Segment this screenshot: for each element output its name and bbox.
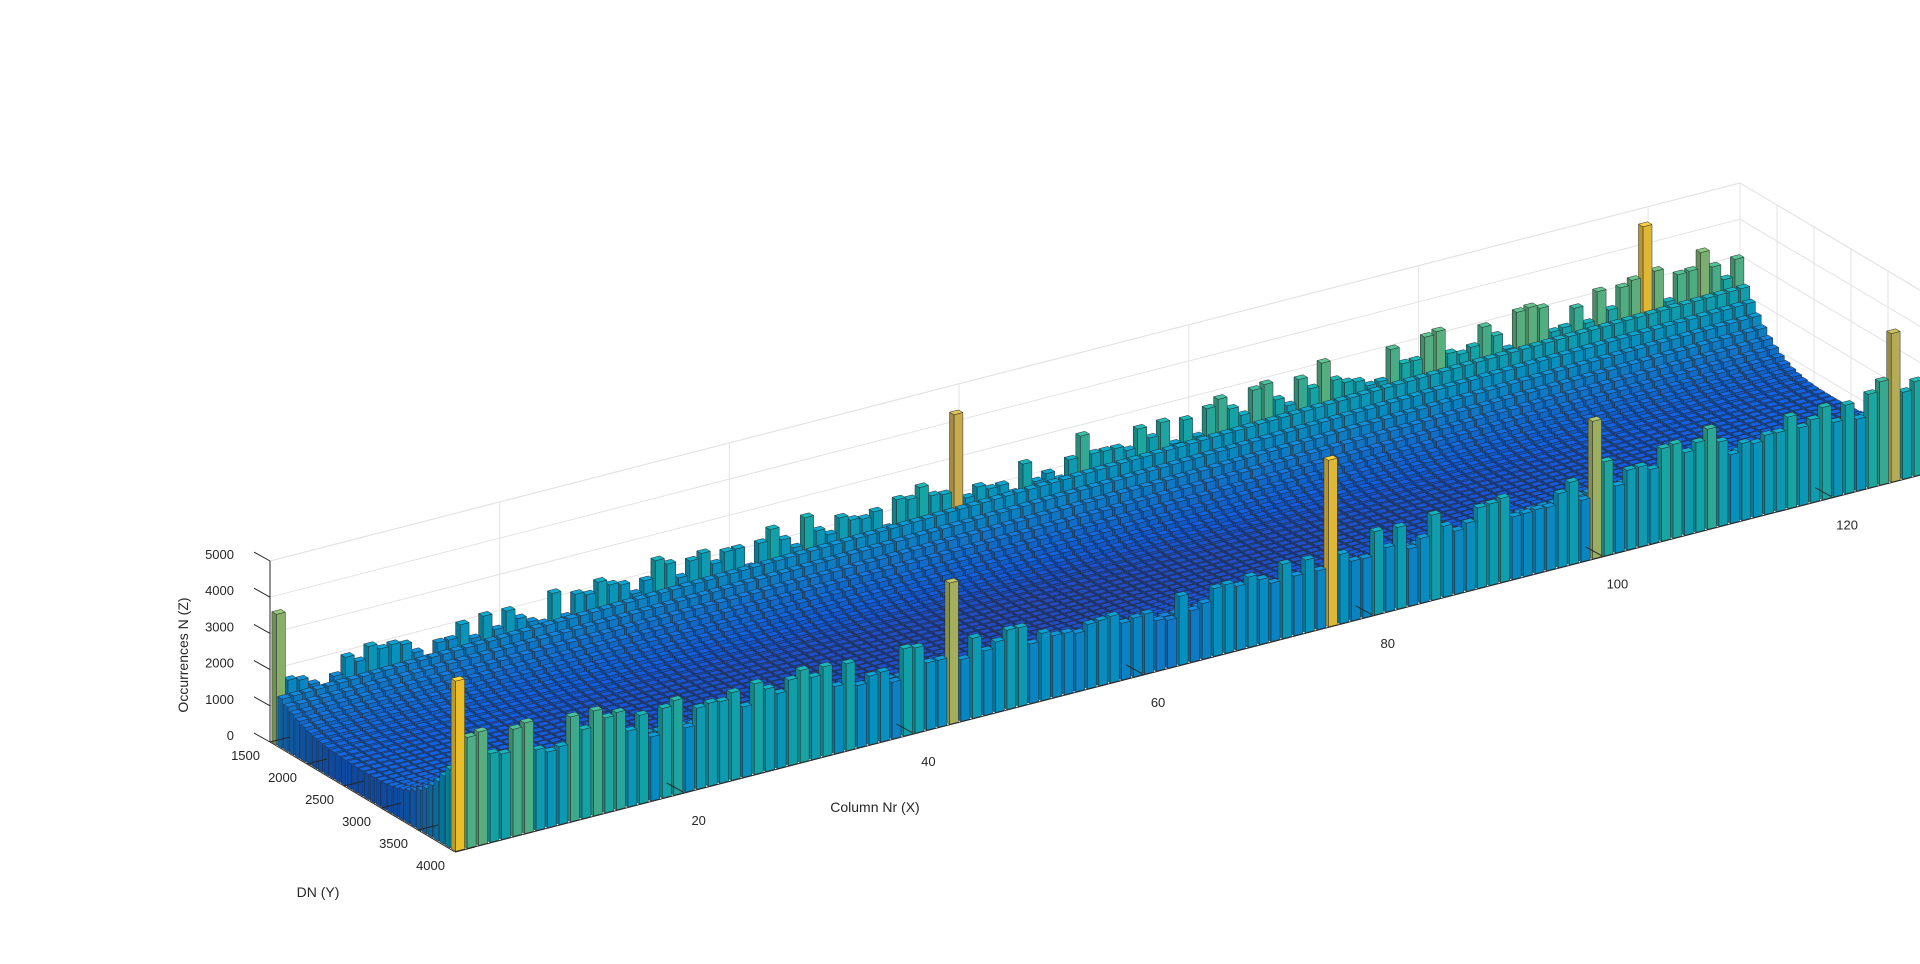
bar-top-face: [1660, 296, 1676, 303]
bar-top-face: [1408, 355, 1423, 362]
bar-top-face: [1729, 254, 1745, 260]
z-gridline: [1739, 182, 1920, 291]
bar-top-face: [1293, 374, 1309, 380]
bar-top-face: [1350, 376, 1366, 383]
bar-top-face: [1178, 415, 1194, 421]
bar-side-face: [294, 718, 300, 759]
bar-top-face: [1477, 322, 1492, 328]
bar-top-face: [1523, 302, 1538, 309]
bar-top-face: [1706, 261, 1722, 268]
bar-top-face: [1212, 394, 1228, 400]
bar-top-face: [1637, 221, 1653, 228]
z-gridline: [269, 254, 1741, 634]
bar-top-face: [1189, 431, 1205, 438]
bar-side-face: [283, 704, 289, 753]
bar-top-face: [1683, 266, 1699, 272]
bar-side-face: [312, 735, 318, 770]
bar-top-face: [1224, 403, 1240, 410]
bar-side-face: [317, 740, 323, 773]
bar-top-face: [1580, 318, 1596, 324]
bar-top-face: [1201, 403, 1217, 410]
bar-top-face: [1557, 322, 1573, 329]
z-gridline: [269, 182, 1741, 562]
bar-top-face: [1442, 348, 1458, 354]
bar-side-face: [288, 711, 295, 756]
bar-top-face: [1614, 282, 1630, 289]
bar-top-face: [1695, 247, 1711, 253]
bar-top-face: [1167, 439, 1182, 445]
z-gridline: [269, 218, 1741, 598]
bar-top-face: [1327, 375, 1343, 381]
bar-top-face: [1247, 385, 1263, 391]
bar-top-face: [1546, 327, 1561, 333]
bar-top-face: [1718, 274, 1734, 281]
bar-top-face: [1534, 303, 1550, 309]
bar-top-face: [1339, 377, 1355, 384]
bar-side-face: [271, 611, 277, 746]
bar-top-face: [1603, 304, 1619, 311]
bar-top-face: [1373, 376, 1389, 383]
bars: [271, 221, 1920, 852]
bar-top-face: [1121, 445, 1136, 451]
bar-side-face: [300, 724, 306, 763]
z-gridline: [1739, 218, 1920, 327]
bar-top-face: [1488, 330, 1504, 337]
bar-top-face: [1304, 383, 1320, 390]
bar-top-face: [1362, 380, 1378, 387]
bar-top-face: [1098, 446, 1113, 452]
bar-top-face: [1454, 349, 1469, 355]
bar-side-face: [277, 695, 283, 749]
bar-top-face: [1672, 269, 1688, 276]
bar-top-face: [1316, 358, 1332, 364]
bar-top-face: [1270, 394, 1286, 401]
bar-top-face: [1109, 443, 1125, 450]
bar-top-face: [1144, 432, 1159, 439]
bar-top-face: [1419, 332, 1435, 338]
bar-top-face: [1431, 326, 1446, 333]
bar-top-face: [1132, 423, 1148, 430]
bar-top-face: [1385, 344, 1401, 350]
bar-top-face: [1396, 358, 1412, 365]
bar-top-face: [1155, 417, 1171, 424]
bar-top-face: [1649, 266, 1665, 272]
bar-top-face: [1511, 307, 1527, 313]
bar-top-face: [1591, 286, 1607, 293]
bar-top-face: [1500, 344, 1515, 350]
bar-top-face: [1626, 275, 1642, 281]
bar-side-face: [306, 730, 312, 766]
bar-top-face: [1235, 410, 1251, 416]
bar-top-face: [1281, 400, 1297, 407]
bar-top-face: [1258, 379, 1274, 385]
bar-top-face: [1465, 342, 1481, 348]
bar-top-face: [1568, 303, 1584, 309]
